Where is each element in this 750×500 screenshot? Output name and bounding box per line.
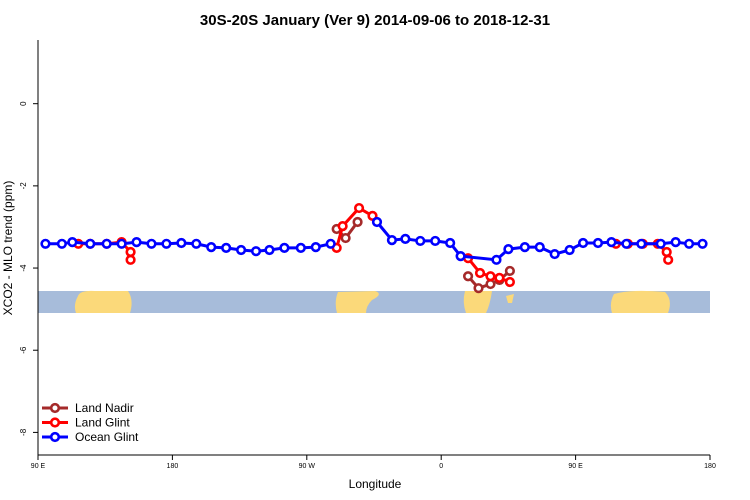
point [462,271,474,282]
land-patch [463,291,492,313]
land-patch [610,290,670,313]
x-tick-label: 180 [704,463,716,470]
point [325,238,336,249]
point [176,237,187,249]
point [683,238,695,249]
point [697,238,708,249]
point [491,254,502,265]
point [56,238,67,249]
legend-label: Ocean Glint [75,430,139,444]
legend-marker [49,402,61,414]
point [146,238,157,249]
point [116,238,127,249]
y-tick-label: -6 [19,346,28,354]
point [606,237,617,248]
y-tick-label: -4 [19,264,28,272]
point [125,254,136,265]
point [503,244,514,255]
x-tick-label: 90 W [299,463,316,470]
y-tick-label: -8 [19,428,28,436]
point [85,238,96,249]
point [353,202,365,214]
point [221,242,232,254]
point [235,244,247,256]
point [474,267,486,279]
point [340,232,351,244]
y-axis-label: XCO2 - MLO trend (ppm) [1,181,15,316]
x-tick-label: 0 [439,463,443,470]
point [101,238,112,249]
point [504,265,515,277]
y-tick-label: 0 [19,101,28,106]
point [337,221,348,232]
point [661,246,672,258]
x-tick-label: 90 E [31,463,46,470]
point [485,271,496,282]
point [592,237,604,249]
point [621,238,632,249]
point [655,238,666,249]
point [206,241,217,253]
point [504,276,515,288]
point [519,241,530,253]
land-patch [506,294,514,303]
point [473,283,484,294]
chart-title: 30S-20S January (Ver 9) 2014-09-06 to 20… [200,12,550,29]
legend-label: Land Glint [75,416,130,430]
point [430,235,441,247]
point [264,244,275,256]
point [455,251,466,262]
series-line [335,206,374,249]
series-line [375,221,703,262]
point [577,237,589,249]
point [250,246,262,257]
point [445,237,456,249]
point [494,272,505,284]
y-tick-label: -2 [19,182,28,190]
point [67,237,78,248]
land-patch [74,290,132,313]
point [400,233,411,244]
point [295,242,306,254]
land-mask [38,290,710,313]
point [663,254,674,265]
x-axis-label: Longitude [349,477,402,491]
point [415,235,426,247]
legend-marker [49,417,61,428]
land-patch [335,291,379,313]
point [125,246,136,258]
point [352,216,363,228]
point [310,241,321,253]
x-tick-label: 90 E [568,463,583,470]
point [161,238,172,249]
mask-band [38,291,710,313]
legend-marker [49,431,61,443]
point [485,278,496,290]
point [670,237,681,248]
point [636,238,647,249]
point [386,235,398,246]
x-tick-label: 180 [167,463,179,470]
point [131,237,142,248]
legend-label: Land Nadir [75,401,134,415]
point [191,238,202,249]
point [371,216,383,228]
point [564,244,575,256]
point [549,248,560,260]
point [534,241,545,253]
point [40,238,51,249]
point [279,242,290,254]
